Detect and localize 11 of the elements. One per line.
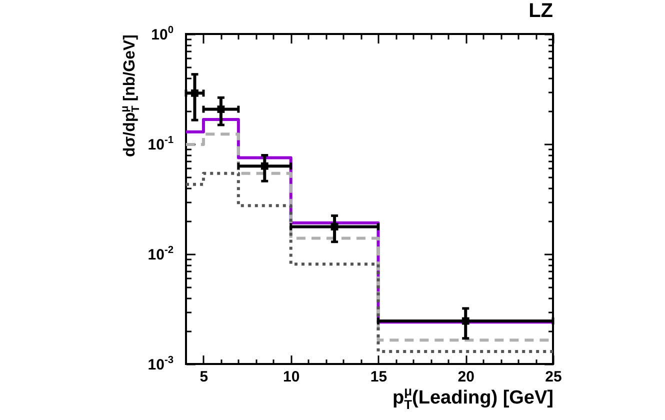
y-tick-label: 10$^{0}$ (151, 25, 174, 44)
x-tick-label: 5 (200, 368, 208, 386)
y-tick-label: 10$^{-1}$ (148, 135, 174, 154)
x-tick-label: 25 (545, 368, 562, 386)
chart-title: LZ (528, 0, 553, 22)
y-tick-label: 10$^{-3}$ (148, 355, 174, 374)
x-axis-title: p$^{μ}$$_{T}$(Leading) [GeV] (392, 384, 554, 412)
x-tick-label: 10 (283, 368, 300, 386)
y-tick-label: 10$^{-2}$ (148, 245, 174, 264)
x-tick-label: 15 (370, 368, 388, 386)
x-tick-label: 20 (458, 368, 474, 386)
